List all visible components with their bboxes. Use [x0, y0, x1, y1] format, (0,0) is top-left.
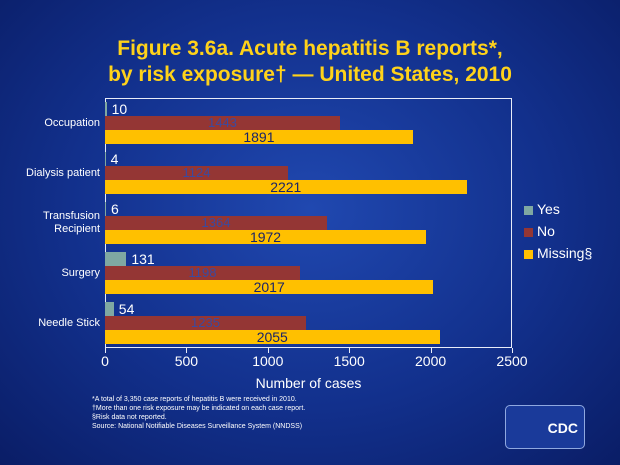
- value-label: 1198: [188, 265, 217, 280]
- value-label: 10: [111, 101, 128, 117]
- bar: [105, 102, 107, 116]
- footnote: †More than one risk exposure may be indi…: [92, 405, 306, 412]
- x-tick-label: 500: [174, 353, 199, 369]
- value-label: 1364: [201, 215, 231, 230]
- bar: [105, 266, 301, 280]
- value-label: 1972: [249, 229, 282, 245]
- bar: [105, 202, 106, 216]
- legend-label: Yes: [537, 201, 560, 217]
- value-label: 2017: [253, 279, 285, 295]
- x-axis-label: Number of cases: [255, 375, 362, 391]
- x-tick: [267, 348, 269, 353]
- x-tick: [430, 348, 432, 353]
- footnote: *A total of 3,350 case reports of hepati…: [92, 396, 297, 403]
- x-tick: [186, 348, 188, 353]
- bar: [105, 252, 127, 266]
- x-tick: [105, 348, 106, 353]
- y-tick-label: Needle Stick: [38, 316, 100, 329]
- x-tick: [512, 348, 513, 353]
- x-tick-label: 0: [101, 353, 109, 369]
- y-tick-label: Occupation: [44, 116, 100, 129]
- value-label: 1891: [243, 129, 275, 145]
- value-label: 1124: [182, 165, 211, 180]
- value-label: 2055: [256, 329, 288, 345]
- bar: [105, 130, 413, 144]
- footnote: §Risk data not reported.: [92, 414, 167, 421]
- value-label: 54: [118, 301, 135, 317]
- x-tick-label: 1000: [252, 353, 284, 369]
- bar: [105, 116, 340, 130]
- bar: [105, 152, 106, 166]
- legend-label: No: [537, 223, 555, 239]
- chart-subtitle: by risk exposure† — United States, 2010: [108, 63, 512, 86]
- bar: [105, 230, 427, 244]
- value-label: 6: [110, 201, 119, 217]
- bar: [105, 180, 467, 194]
- x-tick-label: 1500: [333, 353, 365, 369]
- x-tick-label: 2000: [415, 353, 447, 369]
- x-tick: [349, 348, 351, 353]
- bar: [105, 302, 114, 316]
- legend-swatch: [524, 228, 533, 237]
- value-label: 1235: [191, 315, 220, 330]
- y-tick-label: Transfusion Recipient: [42, 210, 100, 235]
- value-label: 4: [110, 151, 119, 167]
- legend-label: Missing§: [537, 245, 593, 261]
- y-tick-label: Dialysis patient: [26, 166, 100, 179]
- value-label: 131: [131, 251, 155, 267]
- bar: [105, 330, 440, 344]
- bar: [105, 316, 307, 330]
- bar: [105, 166, 288, 180]
- x-tick-label: 2500: [496, 353, 528, 369]
- value-label: 1443: [207, 115, 237, 130]
- chart-title: Figure 3.6a. Acute hepatitis B reports*,: [117, 37, 503, 60]
- value-label: 2221: [270, 179, 302, 195]
- y-tick-label: Surgery: [61, 266, 100, 279]
- logo: CDC: [505, 405, 585, 449]
- footnote: Source: National Notifiable Diseases Sur…: [92, 423, 303, 430]
- legend-swatch: [524, 250, 533, 259]
- legend-swatch: [524, 206, 533, 215]
- bar: [105, 280, 434, 294]
- bar: [105, 216, 328, 230]
